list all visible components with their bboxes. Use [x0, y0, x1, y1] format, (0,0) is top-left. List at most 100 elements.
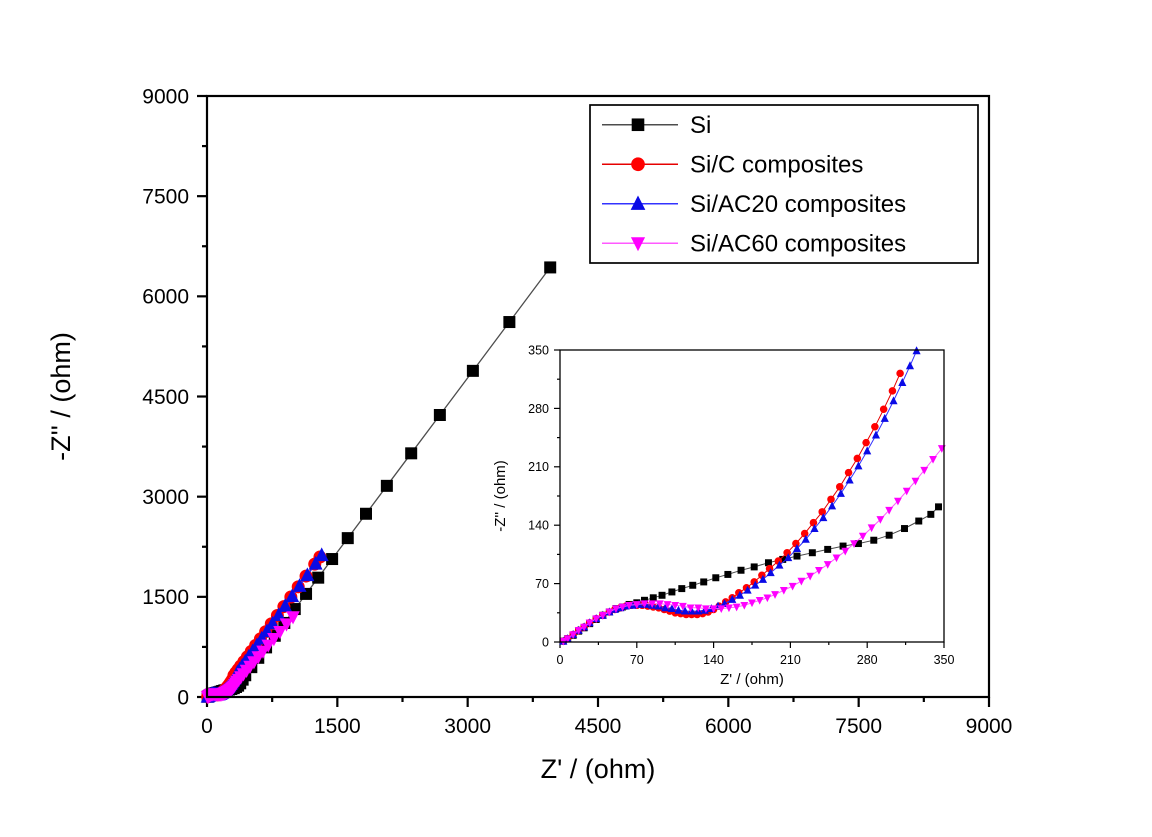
circle-marker — [836, 483, 844, 491]
square-marker — [839, 542, 847, 550]
triangle-down-marker — [929, 456, 937, 464]
main-y-tick-label: 7500 — [142, 186, 189, 209]
triangle-down-marker — [694, 604, 703, 613]
triangle-down-marker — [702, 605, 710, 614]
triangle-up-marker — [735, 590, 744, 599]
triangle-down-marker — [598, 612, 607, 620]
triangle-down-marker — [725, 604, 733, 613]
triangle-up-marker — [728, 594, 737, 603]
inset-y-tick-label: 0 — [542, 635, 549, 649]
square-marker — [915, 517, 923, 525]
triangle-down-marker — [858, 532, 867, 541]
triangle-down-marker — [671, 602, 680, 610]
triangle-up-marker — [308, 555, 323, 570]
main-x-tick-label: 4500 — [575, 715, 622, 738]
circle-marker — [809, 518, 818, 527]
triangle-up-marker — [751, 580, 760, 589]
triangle-up-marker — [674, 605, 683, 614]
inset-x-tick-label: 280 — [857, 653, 878, 667]
circle-marker — [888, 387, 897, 395]
triangle-up-marker — [271, 607, 286, 621]
triangle-up-marker — [810, 523, 819, 532]
triangle-up-marker — [880, 413, 889, 422]
circle-marker — [871, 422, 879, 431]
main-x-tick-label: 0 — [201, 715, 213, 738]
triangle-down-marker — [748, 599, 756, 608]
circle-marker — [792, 539, 800, 548]
triangle-up-marker — [285, 588, 300, 603]
legend-item: Si/AC20 composites — [602, 191, 906, 218]
triangle-down-marker — [261, 639, 276, 653]
triangle-down-marker — [832, 554, 841, 563]
main-x-tick-label: 3000 — [444, 715, 491, 738]
triangle-up-marker — [766, 568, 775, 577]
triangle-down-marker — [876, 516, 885, 524]
triangle-down-marker — [655, 600, 664, 609]
triangle-down-marker — [902, 487, 911, 496]
square-marker — [649, 594, 657, 602]
square-marker — [724, 570, 732, 578]
triangle-down-marker — [569, 631, 578, 639]
triangle-up-marker — [863, 446, 872, 455]
inset-y-tick-label: 210 — [528, 460, 549, 474]
square-marker — [870, 536, 878, 544]
square-marker — [808, 549, 816, 557]
triangle-down-marker — [709, 605, 718, 614]
inset-y-axis-title: -Z'' / (ohm) — [492, 460, 509, 532]
main-y-tick-label: 9000 — [142, 85, 189, 108]
inset-y-tick-label: 70 — [535, 577, 549, 591]
triangle-up-marker — [278, 598, 293, 612]
triangle-up-marker — [314, 547, 329, 562]
square-marker — [641, 596, 648, 604]
square-marker — [750, 563, 758, 571]
triangle-down-marker — [686, 604, 695, 613]
circle-marker — [827, 495, 835, 504]
circle-marker — [631, 157, 645, 172]
square-marker — [935, 503, 942, 511]
triangle-up-marker — [687, 606, 696, 615]
inset-y-tick-label: 350 — [528, 343, 549, 357]
triangle-up-marker — [854, 461, 863, 470]
series-line — [563, 448, 943, 642]
triangle-up-marker — [889, 396, 898, 405]
square-marker — [712, 574, 720, 582]
square-marker — [668, 588, 676, 596]
triangle-up-marker — [819, 513, 828, 522]
circle-marker — [818, 508, 826, 516]
square-marker — [503, 316, 516, 329]
triangle-down-marker — [640, 600, 649, 609]
triangle-down-marker — [585, 619, 594, 628]
triangle-up-marker — [300, 567, 315, 582]
legend-item: Si — [602, 112, 711, 139]
inset-x-tick-label: 350 — [934, 653, 955, 667]
circle-marker — [879, 405, 888, 414]
square-marker — [631, 118, 645, 132]
main-plot-frame — [205, 94, 991, 699]
triangle-down-marker — [823, 561, 832, 569]
triangle-up-marker — [836, 488, 845, 497]
main-x-tick-label: 9000 — [966, 715, 1013, 738]
triangle-up-marker — [845, 475, 854, 484]
legend-item: Si/C composites — [602, 152, 863, 179]
square-marker — [312, 571, 325, 584]
triangle-up-marker — [630, 195, 646, 210]
triangle-up-marker — [743, 585, 752, 594]
triangle-down-marker — [894, 497, 902, 506]
triangle-up-marker — [801, 534, 810, 543]
series-si-ac60-composites — [200, 611, 300, 705]
triangle-down-marker — [632, 601, 641, 609]
legend-label: Si — [690, 112, 711, 139]
square-marker — [544, 261, 557, 274]
circle-marker — [844, 468, 853, 477]
circle-marker — [800, 529, 809, 538]
triangle-down-marker — [841, 547, 850, 556]
triangle-down-marker — [771, 591, 779, 599]
series-si-c-composites — [559, 369, 904, 645]
square-marker — [901, 525, 908, 533]
inset-plot: 0 70 140 210 280 350 0 70 140 210 280 350 Z' / (ohm)… — [492, 343, 954, 688]
triangle-up-marker — [775, 560, 784, 569]
main-x-tick-label: 1500 — [314, 715, 361, 738]
triangle-down-marker — [612, 605, 620, 614]
